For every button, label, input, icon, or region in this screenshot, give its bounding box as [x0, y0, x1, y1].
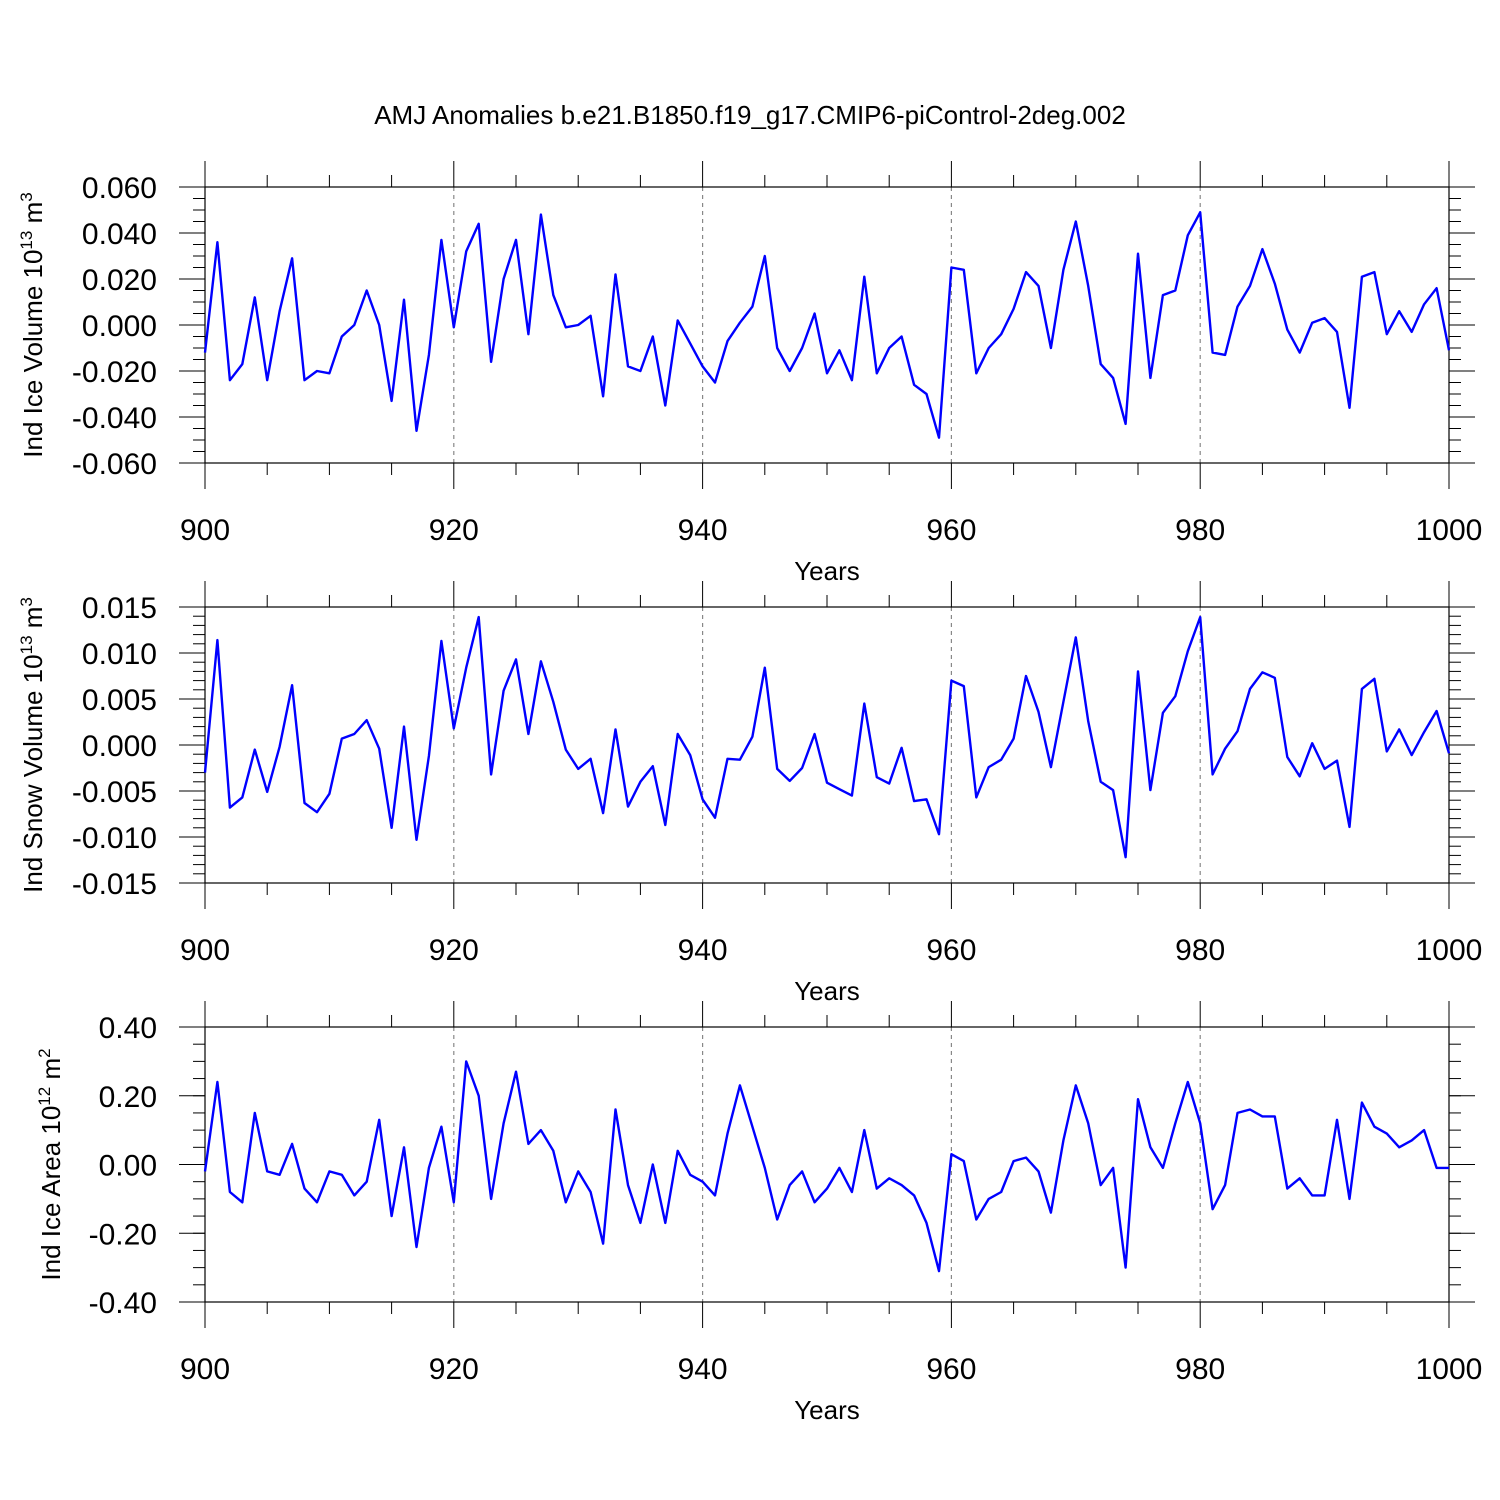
y-label-superscript: 12	[35, 1087, 54, 1106]
y-tick-label: -0.060	[72, 448, 157, 481]
y-tick-label: 0.060	[82, 172, 157, 205]
x-tick-label: 940	[678, 934, 728, 967]
y-label-superscript: 3	[17, 192, 36, 201]
y-label-superscript: 2	[35, 1048, 54, 1057]
data-series-line	[203, 1060, 1449, 1273]
x-tick-label: 940	[678, 514, 728, 547]
y-tick-label: -0.20	[89, 1218, 157, 1251]
x-tick-label: 1000	[1416, 514, 1483, 547]
y-tick-label: -0.020	[72, 356, 157, 389]
y-axis-label: Ind Ice Area 1012 m2	[35, 1048, 66, 1280]
y-tick-label: 0.40	[99, 1012, 157, 1045]
x-axis-label: Years	[794, 1395, 860, 1425]
y-tick-label: -0.005	[72, 776, 157, 809]
x-tick-label: 900	[180, 1353, 230, 1386]
y-tick-label: 0.040	[82, 218, 157, 251]
y-tick-label: -0.010	[72, 822, 157, 855]
y-tick-label: 0.005	[82, 684, 157, 717]
x-tick-label: 1000	[1416, 1353, 1483, 1386]
x-axis-label: Years	[794, 556, 860, 586]
y-label-superscript: 13	[17, 231, 36, 250]
y-tick-label: 0.000	[82, 310, 157, 343]
y-tick-label: 0.020	[82, 264, 157, 297]
y-tick-label: 0.20	[99, 1081, 157, 1114]
panel-3: 0.40 0.20 0.00 -0.20 -0.40 900 920 940 960 980 100…	[35, 1001, 1482, 1425]
data-series-line	[203, 211, 1451, 439]
x-tick-label: 920	[429, 514, 479, 547]
x-tick-label: 900	[180, 934, 230, 967]
y-label-superscript: 13	[17, 635, 36, 654]
y-axis-label: Ind Snow Volume 1013 m3	[17, 597, 48, 893]
x-tick-label: 940	[678, 1353, 728, 1386]
panel-2: 0.015 0.010 0.005 0.000 -0.005 -0.010 -0.015 90…	[17, 581, 1482, 1006]
y-tick-label: 0.010	[82, 638, 157, 671]
x-tick-label: 960	[926, 514, 976, 547]
x-tick-label: 1000	[1416, 934, 1483, 967]
y-label-text: m	[18, 607, 48, 636]
x-tick-label: 980	[1175, 1353, 1225, 1386]
y-label-superscript: 3	[17, 597, 36, 606]
x-tick-label: 960	[926, 934, 976, 967]
y-label-text: m	[18, 202, 48, 231]
data-series-line	[203, 615, 1451, 859]
x-tick-label: 980	[1175, 934, 1225, 967]
y-tick-label: -0.40	[89, 1287, 157, 1320]
y-label-text: Ind Snow Volume 10	[18, 654, 48, 893]
x-tick-label: 900	[180, 514, 230, 547]
plot-frame	[204, 186, 1450, 464]
plot-frame	[204, 606, 1450, 884]
x-tick-label: 920	[429, 934, 479, 967]
y-label-text: m	[36, 1058, 66, 1087]
y-tick-label: 0.00	[99, 1150, 157, 1183]
y-tick-label: -0.015	[72, 868, 157, 901]
y-label-text: Ind Ice Volume 10	[18, 250, 48, 458]
x-axis-label: Years	[794, 976, 860, 1006]
y-label-text: Ind Ice Area 10	[36, 1106, 66, 1281]
y-tick-label: -0.040	[72, 402, 157, 435]
x-tick-label: 980	[1175, 514, 1225, 547]
panel-1: 0.060 0.040 0.020 0.000 -0.020 -0.040 -0.060 90…	[17, 161, 1482, 586]
x-tick-label: 960	[926, 1353, 976, 1386]
y-tick-label: 0.015	[82, 592, 157, 625]
chart-title: AMJ Anomalies b.e21.B1850.f19_g17.CMIP6-…	[374, 100, 1126, 130]
y-axis-label: Ind Ice Volume 1013 m3	[17, 192, 48, 457]
x-tick-label: 920	[429, 1353, 479, 1386]
y-tick-label: 0.000	[82, 730, 157, 763]
